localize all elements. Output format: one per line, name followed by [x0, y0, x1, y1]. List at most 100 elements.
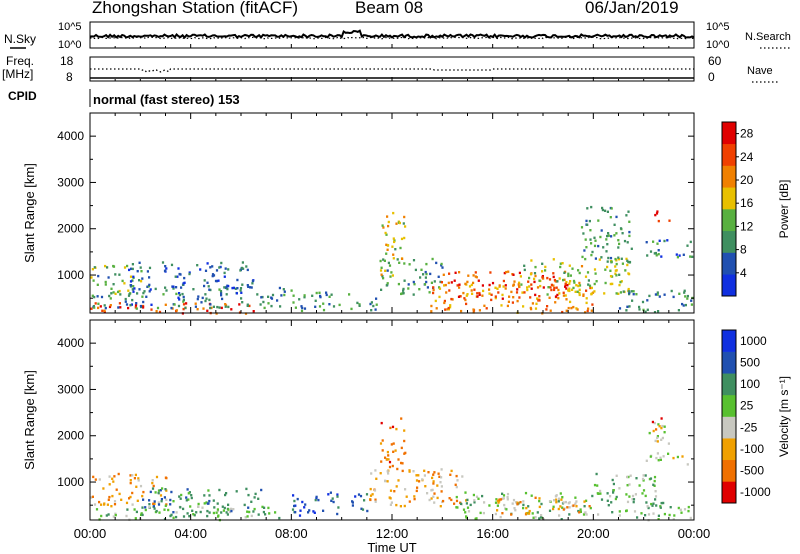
- rti-cell: [654, 439, 657, 443]
- rti-cell: [193, 514, 196, 517]
- rti-cell: [549, 309, 552, 312]
- rti-cell: [396, 258, 399, 261]
- rti-cell: [317, 498, 320, 502]
- rti-cell: [164, 303, 167, 306]
- rti-cell: [647, 513, 651, 516]
- rti-cell: [518, 281, 521, 284]
- rti-cell: [628, 260, 632, 264]
- rti-cell: [654, 498, 657, 501]
- rti-cell: [455, 495, 458, 499]
- rti-cell: [569, 274, 572, 277]
- rti-cell: [240, 266, 243, 270]
- rti-cell: [128, 292, 131, 296]
- rti-cell: [606, 234, 609, 238]
- rti-cell: [590, 309, 593, 312]
- rti-cell: [568, 501, 571, 504]
- rti-cell: [301, 306, 304, 310]
- rti-cell: [403, 262, 406, 265]
- rti-cell: [522, 500, 525, 503]
- rti-cell: [162, 293, 165, 296]
- rti-cell: [389, 275, 392, 278]
- rti-cell: [513, 507, 516, 510]
- rti-cell: [318, 305, 322, 308]
- rti-cell: [102, 487, 105, 490]
- rti-cell: [419, 276, 422, 279]
- rti-cell: [683, 289, 686, 292]
- rti-cell: [464, 282, 467, 286]
- rti-cell: [483, 304, 486, 307]
- rti-cell: [472, 493, 475, 497]
- nave-tick-bottom: 0: [708, 70, 715, 84]
- rti-cell: [175, 286, 178, 289]
- rti-cell: [578, 271, 581, 275]
- rti-cell: [134, 517, 137, 520]
- rti-cell: [385, 233, 388, 236]
- rti-cell: [468, 285, 472, 288]
- rti-cell: [140, 512, 143, 515]
- rti-cell: [593, 236, 596, 239]
- rti-cell: [382, 277, 385, 280]
- rti-cell: [126, 508, 129, 511]
- rti-cell: [118, 273, 121, 276]
- rti-cell: [649, 477, 653, 480]
- rti-cell: [522, 503, 525, 507]
- rti-cell: [307, 511, 310, 514]
- rti-cell: [561, 506, 564, 509]
- rti-cell: [177, 296, 180, 299]
- rti-cell: [358, 303, 361, 306]
- rti-cell: [687, 505, 690, 509]
- rti-cell: [294, 511, 297, 514]
- rti-cell: [557, 497, 561, 500]
- rti-cell: [630, 247, 633, 250]
- rti-cell: [567, 306, 570, 310]
- colorbar-swatch: [722, 330, 736, 352]
- rti-cell: [513, 280, 516, 283]
- rti-cell: [240, 291, 243, 294]
- rti-cell: [356, 301, 359, 305]
- rti-cell: [584, 311, 587, 314]
- rti-cell: [400, 446, 403, 450]
- rti-cell: [408, 263, 411, 266]
- rti-cell: [216, 502, 219, 505]
- rti-cell: [654, 490, 657, 493]
- rti-cell: [432, 291, 435, 295]
- rti-cell: [125, 501, 129, 505]
- rti-cell: [425, 280, 428, 284]
- rti-cell: [618, 510, 621, 513]
- rti-cell: [516, 502, 519, 506]
- rti-cell: [626, 263, 629, 267]
- rti-cell: [659, 458, 662, 461]
- rti-cell: [370, 472, 373, 475]
- rti-cell: [105, 514, 108, 517]
- y-tick-label: 2000: [57, 222, 84, 236]
- rti-cell: [396, 467, 399, 471]
- rti-cell: [519, 501, 522, 504]
- rti-cell: [182, 507, 185, 511]
- rti-cell: [138, 288, 141, 291]
- rti-cell: [224, 304, 228, 307]
- rti-cell: [141, 513, 144, 517]
- colorbar-swatch: [722, 373, 736, 396]
- rti-cell: [531, 512, 534, 515]
- colorbar-swatch: [722, 481, 736, 504]
- rti-cell: [530, 494, 533, 497]
- rti-cell: [477, 497, 480, 500]
- rti-cell: [369, 498, 372, 502]
- rti-cell: [687, 509, 690, 513]
- rti-cell: [227, 503, 230, 506]
- rti-cell: [104, 306, 107, 310]
- rti-cell: [570, 306, 573, 310]
- rti-cell: [329, 491, 332, 494]
- rti-cell: [206, 309, 209, 312]
- rti-cell: [239, 269, 242, 272]
- rti-cell: [204, 293, 207, 296]
- rti-cell: [652, 240, 655, 243]
- rti-cell: [438, 286, 441, 289]
- rti-cell: [418, 480, 421, 483]
- rti-cell: [402, 289, 405, 292]
- rti-cell: [387, 458, 390, 461]
- rti-cell: [369, 494, 373, 497]
- rti-cell: [601, 206, 604, 210]
- rti-cell: [506, 498, 509, 501]
- rti-cell: [131, 279, 134, 282]
